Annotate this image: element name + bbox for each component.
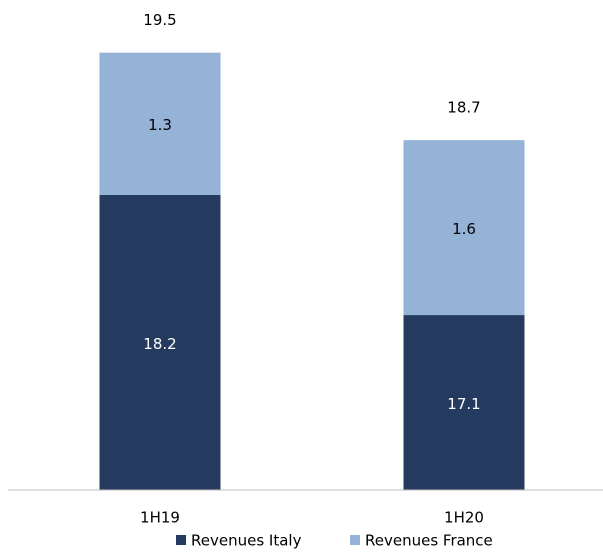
legend-label: Revenues France — [365, 532, 493, 550]
data-label: 17.1 — [447, 395, 480, 413]
total-label: 19.5 — [143, 11, 176, 29]
legend-swatch — [350, 535, 360, 545]
data-label: 18.2 — [143, 335, 176, 353]
bar-segment — [403, 140, 525, 316]
x-tick-label: 1H20 — [444, 509, 484, 527]
legend-label: Revenues Italy — [191, 532, 302, 550]
bar-segment — [99, 194, 221, 491]
total-label: 18.7 — [447, 99, 480, 117]
data-label: 1.3 — [148, 116, 172, 134]
legend-swatch — [176, 535, 186, 545]
bar-segment — [99, 52, 221, 195]
x-tick-label: 1H19 — [140, 509, 180, 527]
data-label: 1.6 — [452, 220, 476, 238]
bar-segment — [403, 315, 525, 490]
